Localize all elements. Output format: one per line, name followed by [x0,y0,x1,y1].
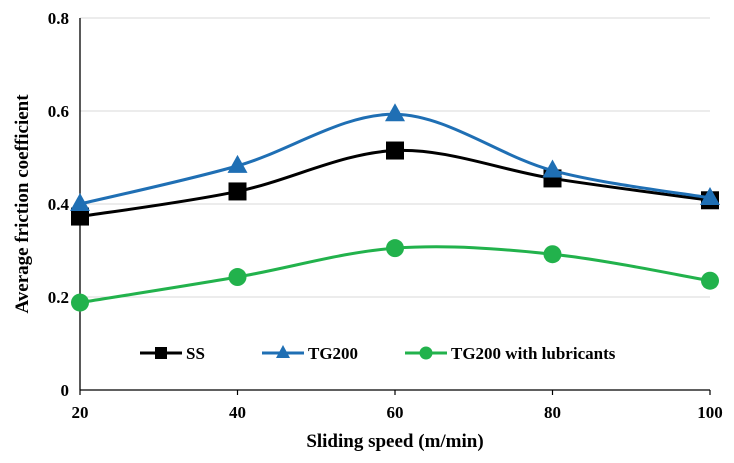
y-tick-label: 0.2 [48,288,69,307]
data-point [228,268,247,287]
series-1 [70,103,720,211]
legend-label: TG200 [308,344,358,363]
data-point [228,182,247,201]
y-tick-label: 0.6 [48,102,69,121]
legend-label: SS [186,344,205,363]
x-axis-title: Sliding speed (m/min) [306,431,483,452]
x-tick-label: 100 [697,403,723,422]
legend-label: TG200 with lubricants [451,344,616,363]
legend-marker [419,346,433,360]
data-point [227,154,248,173]
data-point [71,293,89,312]
data-point [701,271,719,290]
legend-item: TG200 [262,344,358,363]
data-point [543,245,562,264]
legend-marker [276,345,290,358]
data-point [385,103,405,122]
x-tick-label: 80 [544,403,561,422]
y-axis-title: Average friction coefficient [12,94,33,314]
series-group [70,103,720,312]
y-axis-ticks: 0 0.2 0.4 0.6 0.8 [48,9,70,400]
data-point [386,239,404,258]
legend-marker [155,347,167,359]
y-tick-label: 0.8 [48,9,69,28]
y-tick-label: 0.4 [48,195,70,214]
data-point [700,186,720,205]
legend: SS TG200 TG200 with lubricants [140,344,616,363]
data-point [70,193,90,211]
legend-item: SS [140,344,205,363]
series-2 [71,239,719,312]
x-tick-label: 20 [72,403,89,422]
x-tick-label: 40 [229,403,246,422]
data-point [386,141,404,160]
legend-item: TG200 with lubricants [405,344,616,363]
data-point [71,207,89,226]
x-axis-ticks: 20 40 60 80 100 [72,390,723,422]
y-tick-label: 0 [61,381,70,400]
data-point [542,159,563,178]
x-tick-label: 60 [387,403,404,422]
